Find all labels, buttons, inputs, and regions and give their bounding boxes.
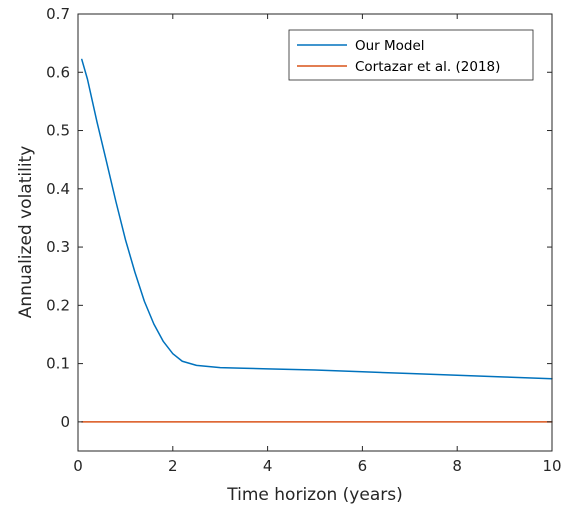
y-tick-label: 0.6 (46, 63, 70, 81)
x-tick-label: 6 (358, 457, 368, 475)
legend: Our Model Cortazar et al. (2018) (288, 29, 534, 81)
y-tick-label: 0.1 (46, 355, 70, 373)
y-tick-label: 0.2 (46, 296, 70, 314)
series-layer (81, 58, 553, 423)
y-tick-label: 0.7 (46, 5, 70, 23)
y-tick-label: 0 (60, 413, 70, 431)
plot-area (78, 14, 552, 451)
x-tick-label: 2 (168, 457, 178, 475)
axes-box (77, 13, 553, 452)
x-axis-label: Time horizon (years) (226, 485, 402, 505)
y-tick-label: 0.3 (46, 238, 70, 256)
y-tick-label: 0.4 (46, 180, 70, 198)
x-tick-label: 8 (452, 457, 462, 475)
x-tick-label: 4 (263, 457, 273, 475)
y-axis-label: Annualized volatility (16, 146, 36, 319)
x-tick-label: 0 (73, 457, 83, 475)
legend-label-2: Cortazar et al. (2018) (355, 59, 500, 75)
series-line-1 (81, 58, 553, 380)
y-tick-label: 0.5 (46, 122, 70, 140)
axes-layer: 0 2 4 6 8 10 0 0.1 0.2 0.3 0.4 0.5 0.6 0.7 (46, 5, 561, 475)
legend-label-1: Our Model (355, 38, 425, 54)
legend-box (288, 29, 534, 81)
x-tick-label: 10 (542, 457, 561, 475)
